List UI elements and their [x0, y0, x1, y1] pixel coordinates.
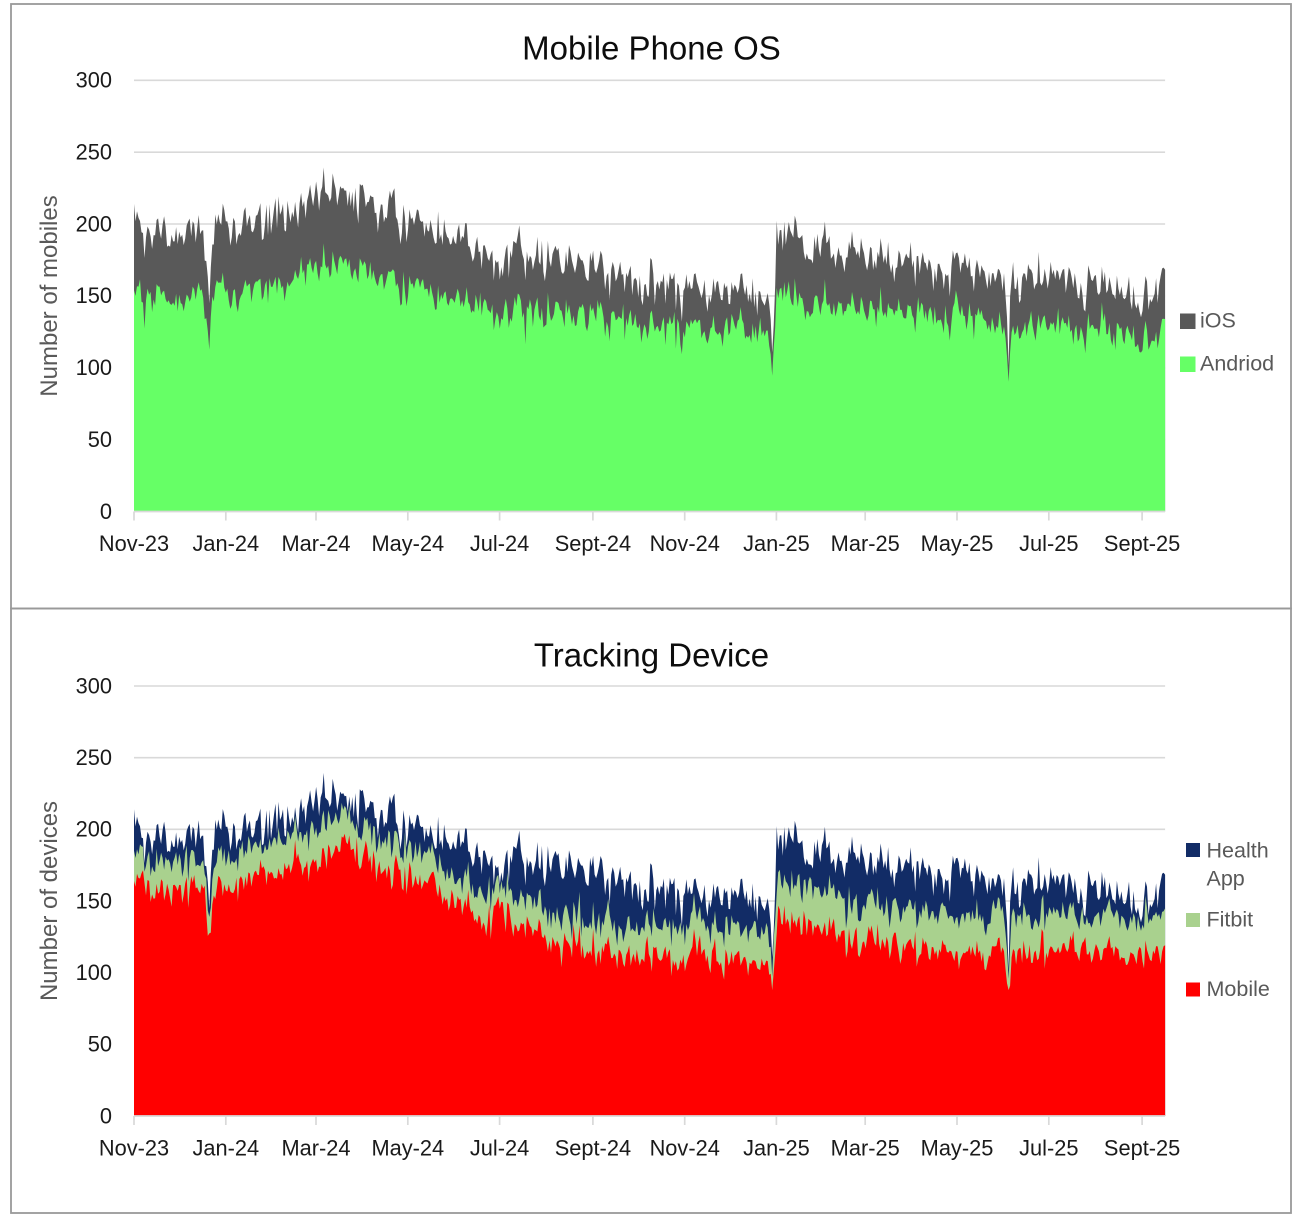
svg-text:Jul-25: Jul-25 [1019, 1136, 1078, 1161]
svg-text:150: 150 [76, 888, 112, 913]
svg-text:Number of mobiles: Number of mobiles [36, 195, 63, 396]
svg-text:iOS: iOS [1200, 309, 1236, 333]
svg-text:Mar-25: Mar-25 [831, 531, 900, 556]
svg-text:Mar-24: Mar-24 [281, 1136, 350, 1161]
svg-text:300: 300 [76, 673, 112, 698]
svg-text:Jul-24: Jul-24 [470, 531, 529, 556]
svg-text:Jan-24: Jan-24 [192, 531, 259, 556]
svg-text:Jan-25: Jan-25 [743, 531, 810, 556]
svg-text:Fitbit: Fitbit [1207, 908, 1254, 932]
svg-text:Sept-24: Sept-24 [555, 531, 631, 556]
svg-text:May-25: May-25 [921, 531, 994, 556]
svg-text:Jul-24: Jul-24 [470, 1136, 529, 1161]
svg-text:Number of devices: Number of devices [36, 801, 63, 1001]
svg-text:250: 250 [76, 745, 112, 770]
svg-text:50: 50 [88, 427, 112, 452]
svg-text:0: 0 [100, 1103, 112, 1128]
svg-text:Mobile: Mobile [1207, 977, 1270, 1001]
svg-text:Jan-25: Jan-25 [743, 1136, 810, 1161]
svg-text:May-24: May-24 [371, 1136, 444, 1161]
svg-text:150: 150 [76, 283, 112, 308]
svg-text:Sept-25: Sept-25 [1104, 531, 1180, 556]
svg-text:Sept-24: Sept-24 [555, 1136, 631, 1161]
svg-text:Health: Health [1207, 839, 1269, 863]
svg-text:Nov-23: Nov-23 [99, 1136, 169, 1161]
svg-text:0: 0 [100, 499, 112, 524]
svg-text:50: 50 [88, 1032, 112, 1057]
svg-text:Nov-23: Nov-23 [99, 531, 169, 556]
svg-text:200: 200 [76, 211, 112, 236]
svg-text:Sept-25: Sept-25 [1104, 1136, 1180, 1161]
svg-text:Mobile Phone OS: Mobile Phone OS [522, 30, 781, 67]
svg-text:250: 250 [76, 140, 112, 165]
svg-text:200: 200 [76, 817, 112, 842]
svg-text:Mar-25: Mar-25 [831, 1136, 900, 1161]
svg-text:Jul-25: Jul-25 [1019, 531, 1078, 556]
svg-text:May-24: May-24 [371, 531, 444, 556]
svg-text:300: 300 [76, 68, 112, 93]
svg-text:Tracking Device: Tracking Device [534, 637, 769, 674]
svg-text:May-25: May-25 [921, 1136, 994, 1161]
svg-text:App: App [1207, 867, 1245, 891]
svg-text:Nov-24: Nov-24 [650, 531, 720, 556]
svg-text:Mar-24: Mar-24 [281, 531, 350, 556]
svg-text:Jan-24: Jan-24 [192, 1136, 259, 1161]
svg-text:100: 100 [76, 355, 112, 380]
svg-text:100: 100 [76, 960, 112, 985]
svg-text:Andriod: Andriod [1200, 352, 1274, 376]
svg-text:Nov-24: Nov-24 [650, 1136, 720, 1161]
